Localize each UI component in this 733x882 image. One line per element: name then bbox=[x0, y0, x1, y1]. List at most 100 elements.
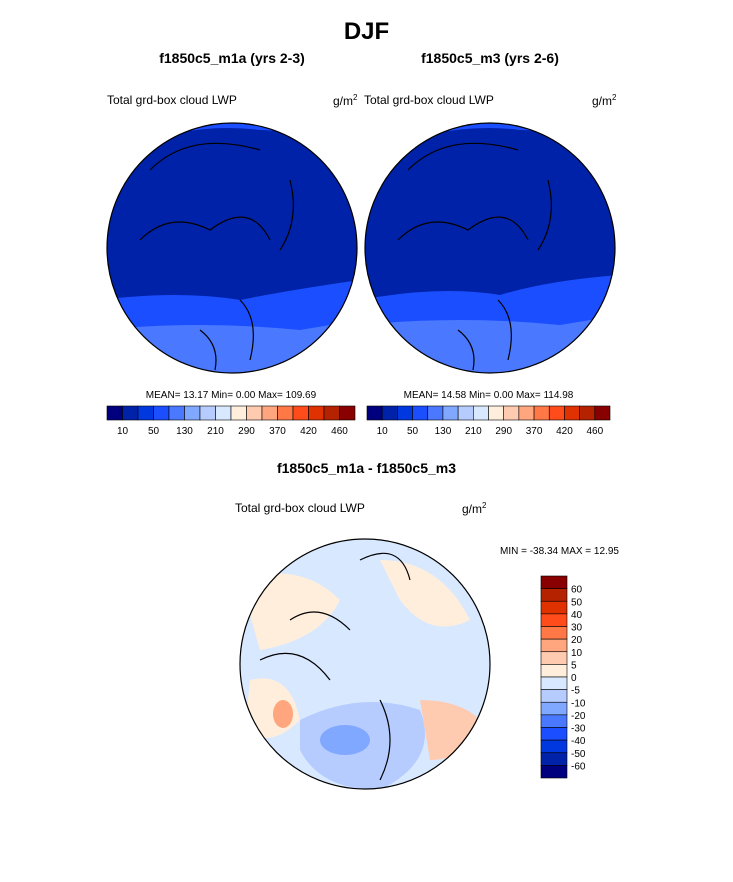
panel-title-left: f1850c5_m1a (yrs 2-3) bbox=[159, 50, 305, 66]
colorbar-box bbox=[153, 405, 170, 421]
colorbar-tick-label: 420 bbox=[556, 426, 573, 437]
colorbar-box bbox=[215, 405, 232, 421]
diff-variable-label: Total grd-box cloud LWP bbox=[235, 501, 365, 515]
colorbar-tick-label: 5 bbox=[571, 660, 577, 671]
colorbar-box bbox=[230, 405, 247, 421]
colorbar-tick-label: 50 bbox=[407, 426, 419, 437]
colorbar-box bbox=[540, 626, 568, 640]
colorbar-box bbox=[397, 405, 413, 421]
colorbar-box bbox=[540, 714, 568, 728]
diff-panel-title: f1850c5_m1a - f1850c5_m3 bbox=[276, 460, 457, 476]
map-left bbox=[107, 123, 357, 373]
colorbar-box bbox=[540, 739, 568, 754]
map-right-border bbox=[364, 122, 616, 374]
variable-label-left: Total grd-box cloud LWP bbox=[107, 93, 237, 107]
colorbar-left: 10 50 130 210 290 370 420 460 bbox=[106, 405, 356, 437]
colorbar-tick-label: 60 bbox=[571, 585, 583, 596]
colorbar-box bbox=[548, 405, 565, 421]
colorbar-box bbox=[540, 651, 568, 665]
main-title: DJF bbox=[343, 18, 390, 45]
colorbar-box bbox=[503, 405, 520, 421]
colorbar-box bbox=[308, 405, 325, 421]
colorbar-box bbox=[261, 405, 278, 421]
colorbar-tick-label: -60 bbox=[571, 761, 586, 772]
units-label-right: g/m2 bbox=[592, 93, 616, 108]
colorbar-box bbox=[339, 405, 356, 421]
colorbar-box bbox=[518, 405, 535, 421]
colorbar-tick-label: 290 bbox=[238, 426, 255, 437]
colorbar-box bbox=[246, 405, 263, 421]
colorbar-tick-label: -30 bbox=[571, 724, 586, 735]
colorbar-tick-label: 10 bbox=[571, 648, 583, 659]
colorbar-box bbox=[168, 405, 185, 421]
colorbar-box bbox=[540, 689, 568, 703]
colorbar-box bbox=[442, 405, 459, 421]
colorbar-tick-label: 50 bbox=[148, 426, 160, 437]
units-text: g/m bbox=[592, 94, 613, 108]
colorbar-box bbox=[579, 405, 596, 421]
map-right bbox=[365, 123, 615, 373]
colorbar-tick-label: 10 bbox=[377, 426, 389, 437]
colorbar-tick-label: -50 bbox=[571, 749, 586, 760]
colorbar-box bbox=[540, 701, 568, 716]
colorbar-tick-label: 420 bbox=[300, 426, 317, 437]
diff-units-label: g/m2 bbox=[462, 501, 486, 516]
colorbar-tick-label: 460 bbox=[586, 426, 603, 437]
units-sup: 2 bbox=[482, 501, 487, 510]
colorbar-tick-label: -40 bbox=[571, 736, 586, 747]
units-sup: 2 bbox=[353, 93, 358, 102]
colorbar-box bbox=[540, 613, 568, 627]
colorbar-box bbox=[488, 405, 504, 421]
diff-stats: MIN = -38.34 MAX = 12.95 bbox=[500, 546, 619, 557]
colorbar-box bbox=[540, 664, 568, 678]
colorbar-box bbox=[540, 752, 568, 766]
colorbar-tick-label: -5 bbox=[571, 686, 580, 697]
units-text: g/m bbox=[462, 502, 483, 516]
colorbar-box bbox=[540, 765, 568, 779]
colorbar-box bbox=[533, 405, 550, 421]
colorbar-box bbox=[199, 405, 216, 421]
colorbar-box bbox=[292, 405, 309, 421]
colorbar-box bbox=[381, 405, 398, 421]
colorbar-tick-label: 370 bbox=[269, 426, 286, 437]
colorbar-box bbox=[540, 575, 568, 589]
colorbar-tick-label: -10 bbox=[571, 698, 586, 709]
colorbar-box bbox=[412, 405, 429, 421]
colorbar-tick-label: 10 bbox=[117, 426, 129, 437]
colorbar-tick-label: 40 bbox=[571, 610, 583, 621]
map-left-border bbox=[106, 122, 358, 374]
colorbar-box bbox=[427, 405, 444, 421]
colorbar-right: 10 50 130 210 290 370 420 460 bbox=[366, 405, 611, 437]
colorbar-box bbox=[594, 405, 611, 421]
colorbar-tick-label: 50 bbox=[571, 597, 583, 608]
colorbar-box bbox=[473, 405, 489, 421]
variable-label-right: Total grd-box cloud LWP bbox=[364, 93, 494, 107]
colorbar-box bbox=[323, 405, 340, 421]
map-diff-border bbox=[239, 538, 491, 790]
colorbar-box bbox=[457, 405, 474, 421]
colorbar-tick-label: 20 bbox=[571, 635, 583, 646]
colorbar-box bbox=[540, 600, 568, 615]
colorbar-tick-label: 290 bbox=[495, 426, 512, 437]
colorbar-tick-label: 130 bbox=[435, 426, 452, 437]
colorbar-tick-label: -20 bbox=[571, 711, 586, 722]
colorbar-box bbox=[122, 405, 139, 421]
colorbar-tick-label: 30 bbox=[571, 623, 583, 634]
colorbar-box bbox=[540, 727, 568, 741]
units-sup: 2 bbox=[612, 93, 617, 102]
colorbar-box bbox=[137, 405, 154, 421]
map-diff bbox=[240, 539, 490, 789]
panel-title-right: f1850c5_m3 (yrs 2-6) bbox=[421, 50, 559, 66]
colorbar-tick-label: 210 bbox=[465, 426, 482, 437]
stats-right: MEAN= 14.58 Min= 0.00 Max= 114.98 bbox=[403, 390, 574, 401]
colorbar-tick-label: 460 bbox=[331, 426, 348, 437]
colorbar-tick-label: 210 bbox=[207, 426, 224, 437]
colorbar-box bbox=[540, 638, 568, 653]
colorbar-box bbox=[184, 405, 201, 421]
colorbar-tick-label: 0 bbox=[571, 673, 577, 684]
colorbar-box bbox=[277, 405, 294, 421]
colorbar-box bbox=[366, 405, 383, 421]
colorbar-tick-label: 370 bbox=[526, 426, 543, 437]
